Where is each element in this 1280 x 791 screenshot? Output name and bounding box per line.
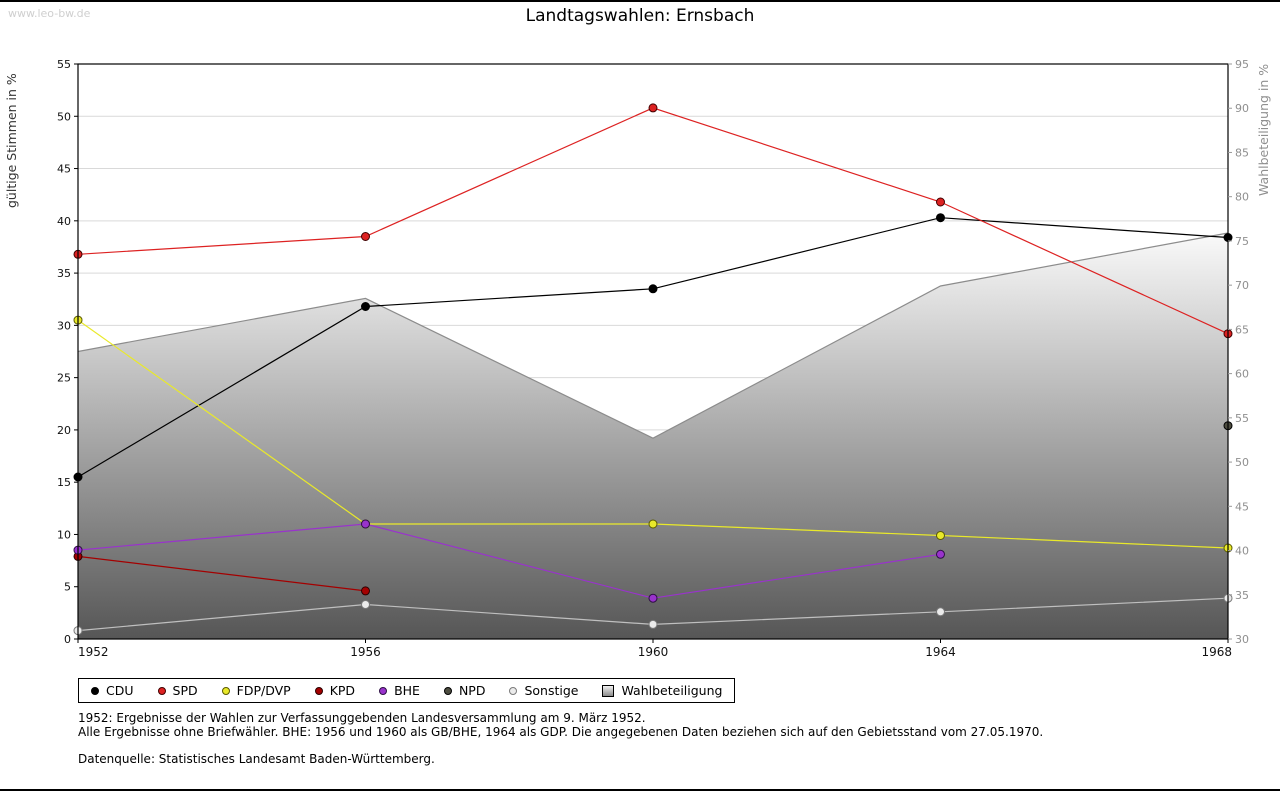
point-cdu-1960 (648, 284, 658, 294)
left-tick-label: 25 (57, 372, 71, 385)
point-bhe-1964 (936, 549, 945, 559)
right-tick-label: 40 (1235, 545, 1249, 558)
legend-item-sonstige: Sonstige (509, 683, 578, 698)
legend-dot-marker (443, 686, 452, 695)
legend-item-npd: NPD (443, 683, 486, 698)
legend-label: CDU (106, 683, 134, 698)
right-tick-label: 35 (1235, 589, 1249, 602)
point-spd-1956 (361, 232, 370, 241)
left-tick-label: 0 (64, 633, 71, 646)
legend-dot-marker (221, 686, 230, 695)
left-tick-label: 30 (57, 319, 71, 332)
point-spd-1960 (648, 103, 658, 113)
x-tick-label: 1968 (1201, 645, 1232, 659)
right-tick-label: 85 (1235, 146, 1249, 159)
line-bhe (77, 523, 941, 599)
point-fdp-dvp-1960 (648, 519, 658, 529)
legend-area-swatch (602, 684, 615, 697)
right-tick-label: 60 (1235, 368, 1249, 381)
right-tick-label: 45 (1235, 500, 1249, 513)
footnote-line-2: Alle Ergebnisse ohne Briefwähler. BHE: 1… (78, 725, 1044, 739)
legend-label: NPD (458, 683, 486, 698)
left-tick-label: 40 (57, 215, 71, 228)
point-cdu-1956 (361, 302, 370, 311)
right-axis-title: Wahlbeteiligung in % (1256, 64, 1271, 196)
legend-label: FDP/DVP (236, 683, 291, 698)
x-tick-label: 1952 (78, 645, 109, 659)
legend-label: SPD (172, 683, 198, 698)
watermark: www.leo-bw.de (8, 7, 91, 20)
legend-label: Wahlbeteiligung (621, 683, 723, 698)
right-tick-label: 90 (1235, 102, 1249, 115)
point-sonstige-1964 (936, 607, 945, 617)
legend-item-wahlbeteiligung: Wahlbeteiligung (602, 683, 722, 698)
point-spd-1964 (936, 197, 945, 207)
legend-item-spd: SPD (157, 683, 198, 698)
point-sonstige-1956 (361, 600, 370, 609)
data-source: Datenquelle: Statistisches Landesamt Bad… (78, 752, 435, 766)
legend-dot-marker (509, 686, 518, 695)
line-kpd (77, 555, 366, 592)
area-wahlbeteiligung (78, 233, 1228, 639)
left-tick-label: 20 (57, 424, 71, 437)
right-tick-label: 30 (1235, 633, 1249, 646)
left-tick-label: 10 (57, 528, 71, 541)
point-bhe-1960 (648, 593, 658, 603)
right-tick-label: 95 (1235, 58, 1249, 71)
left-axis-title: gültige Stimmen in % (4, 73, 19, 208)
right-tick-label: 75 (1235, 235, 1249, 248)
legend-dot-marker (314, 686, 323, 695)
right-tick-label: 55 (1235, 412, 1249, 425)
legend-item-bhe: BHE (379, 683, 420, 698)
right-tick-label: 50 (1235, 456, 1249, 469)
legend-item-fdp-dvp: FDP/DVP (221, 683, 291, 698)
legend-label: KPD (329, 683, 356, 698)
x-tick-label: 1956 (350, 645, 381, 659)
legend-dot-marker (379, 686, 388, 695)
x-tick-label: 1960 (638, 645, 669, 659)
right-tick-label: 65 (1235, 323, 1249, 336)
chart-title: Landtagswahlen: Ernsbach (525, 6, 755, 26)
left-tick-label: 50 (57, 110, 71, 123)
left-tick-label: 55 (57, 58, 71, 71)
election-line-chart: 0 5 10 15 20 25 30 35 40 45 50 55 30 35 40 45 50 55 60 65 70… (4, 58, 1271, 659)
left-tick-label: 45 (57, 163, 71, 176)
left-tick-label: 5 (64, 581, 71, 594)
legend-label: BHE (394, 683, 420, 698)
legend-dot-marker (91, 686, 99, 695)
point-fdp-dvp-1964 (936, 531, 945, 540)
footnote-line-1: 1952: Ergebnisse der Wahlen zur Verfassu… (78, 711, 646, 725)
right-tick-label: 70 (1235, 279, 1249, 292)
left-tick-label: 15 (57, 476, 71, 489)
point-bhe-1956 (361, 519, 370, 529)
footnotes: 1952: Ergebnisse der Wahlen zur Verfassu… (78, 711, 1043, 766)
area-outline-wahlbeteiligung (77, 232, 1229, 439)
legend-dot-marker (157, 686, 166, 695)
left-tick-label: 35 (57, 267, 71, 280)
right-tick-label: 80 (1235, 191, 1249, 204)
legend-item-kpd: KPD (314, 683, 356, 698)
point-kpd-1956 (361, 586, 370, 596)
point-sonstige-1960 (648, 619, 658, 629)
legend: CDU SPD FDP/DVP KPD BHE NPD Sonstige Wahlbeteil… (78, 678, 736, 703)
x-tick-label: 1964 (925, 645, 956, 659)
point-cdu-1964 (936, 213, 945, 223)
legend-item-cdu: CDU (91, 683, 134, 698)
legend-label: Sonstige (524, 683, 579, 698)
